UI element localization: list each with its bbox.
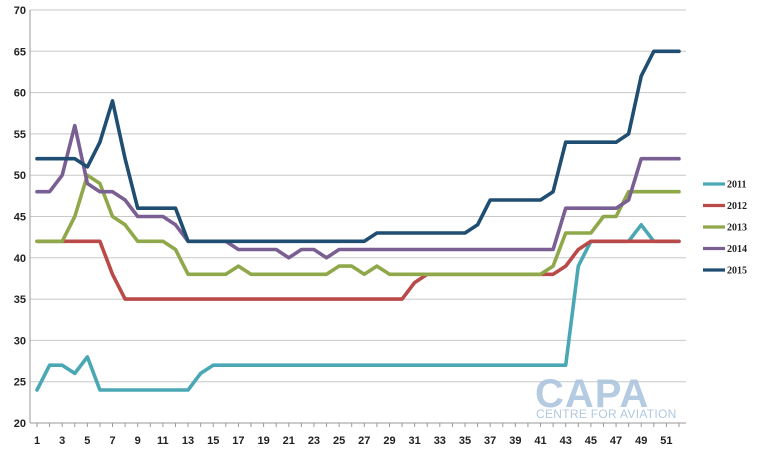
- y-tick-label: 60: [14, 88, 26, 100]
- series-line-2013: [35, 173, 681, 277]
- x-tick-label: 17: [232, 435, 244, 447]
- x-tick-label: 33: [434, 435, 446, 447]
- series-line-2014: [35, 123, 681, 260]
- capa-watermark: CAPA CENTRE FOR AVIATION: [535, 372, 677, 421]
- y-tick-label: 55: [14, 129, 26, 141]
- axes: [29, 10, 686, 427]
- x-tick-label: 27: [358, 435, 370, 447]
- x-tick-labels: 1 3 5 7 9 11 13 15 17 19 21 23 25 27 29 31 33 35 37 39 41 43 4…: [34, 435, 673, 447]
- legend: 2011 2012 2013 2014 2015: [703, 180, 747, 277]
- watermark-tagline: CENTRE FOR AVIATION: [536, 407, 677, 421]
- series-line-2012: [35, 239, 681, 301]
- series-line-2015: [35, 49, 681, 244]
- x-tick-label: 37: [484, 435, 496, 447]
- x-tick-label: 23: [308, 435, 320, 447]
- x-tick-label: 15: [207, 435, 219, 447]
- gridlines: [30, 9, 686, 424]
- x-tick-label: 51: [660, 435, 672, 447]
- x-tick-label: 5: [84, 435, 90, 447]
- y-tick-label: 50: [14, 170, 26, 182]
- x-tick-label: 31: [409, 435, 421, 447]
- x-tick-label: 29: [383, 435, 395, 447]
- legend-label-2011: 2011: [727, 180, 746, 191]
- legend-label-2014: 2014: [727, 244, 747, 255]
- x-tick-label: 25: [333, 435, 345, 447]
- x-tick-label: 49: [635, 435, 647, 447]
- y-tick-label: 30: [14, 335, 26, 347]
- x-tick-label: 47: [610, 435, 622, 447]
- x-tick-label: 41: [534, 435, 546, 447]
- legend-label-2015: 2015: [727, 266, 747, 277]
- y-tick-label: 35: [14, 294, 26, 306]
- x-tick-label: 35: [459, 435, 471, 447]
- watermark-brand: CAPA: [535, 372, 649, 416]
- y-tick-label: 25: [14, 377, 26, 389]
- y-tick-labels: 20 25 30 35 40 45 50 55 60 65 70: [14, 5, 26, 430]
- x-tick-label: 21: [283, 435, 295, 447]
- y-tick-label: 65: [14, 46, 26, 58]
- x-tick-label: 11: [157, 435, 169, 447]
- x-tick-label: 13: [182, 435, 194, 447]
- series-line-2011: [35, 223, 681, 392]
- y-tick-label: 45: [14, 212, 26, 224]
- x-tick-label: 43: [560, 435, 572, 447]
- legend-label-2012: 2012: [727, 201, 747, 212]
- y-tick-label: 20: [14, 418, 26, 430]
- x-tick-label: 39: [509, 435, 521, 447]
- x-tick-label: 3: [59, 435, 65, 447]
- x-tick-label: 7: [109, 435, 115, 447]
- y-tick-label: 40: [14, 253, 26, 265]
- series-lines: [35, 49, 681, 392]
- y-tick-label: 70: [14, 5, 26, 17]
- x-tick-label: 45: [585, 435, 597, 447]
- x-tick-label: 9: [135, 435, 141, 447]
- x-tick-label: 19: [257, 435, 269, 447]
- x-tick-label: 1: [34, 435, 40, 447]
- legend-label-2013: 2013: [727, 223, 747, 234]
